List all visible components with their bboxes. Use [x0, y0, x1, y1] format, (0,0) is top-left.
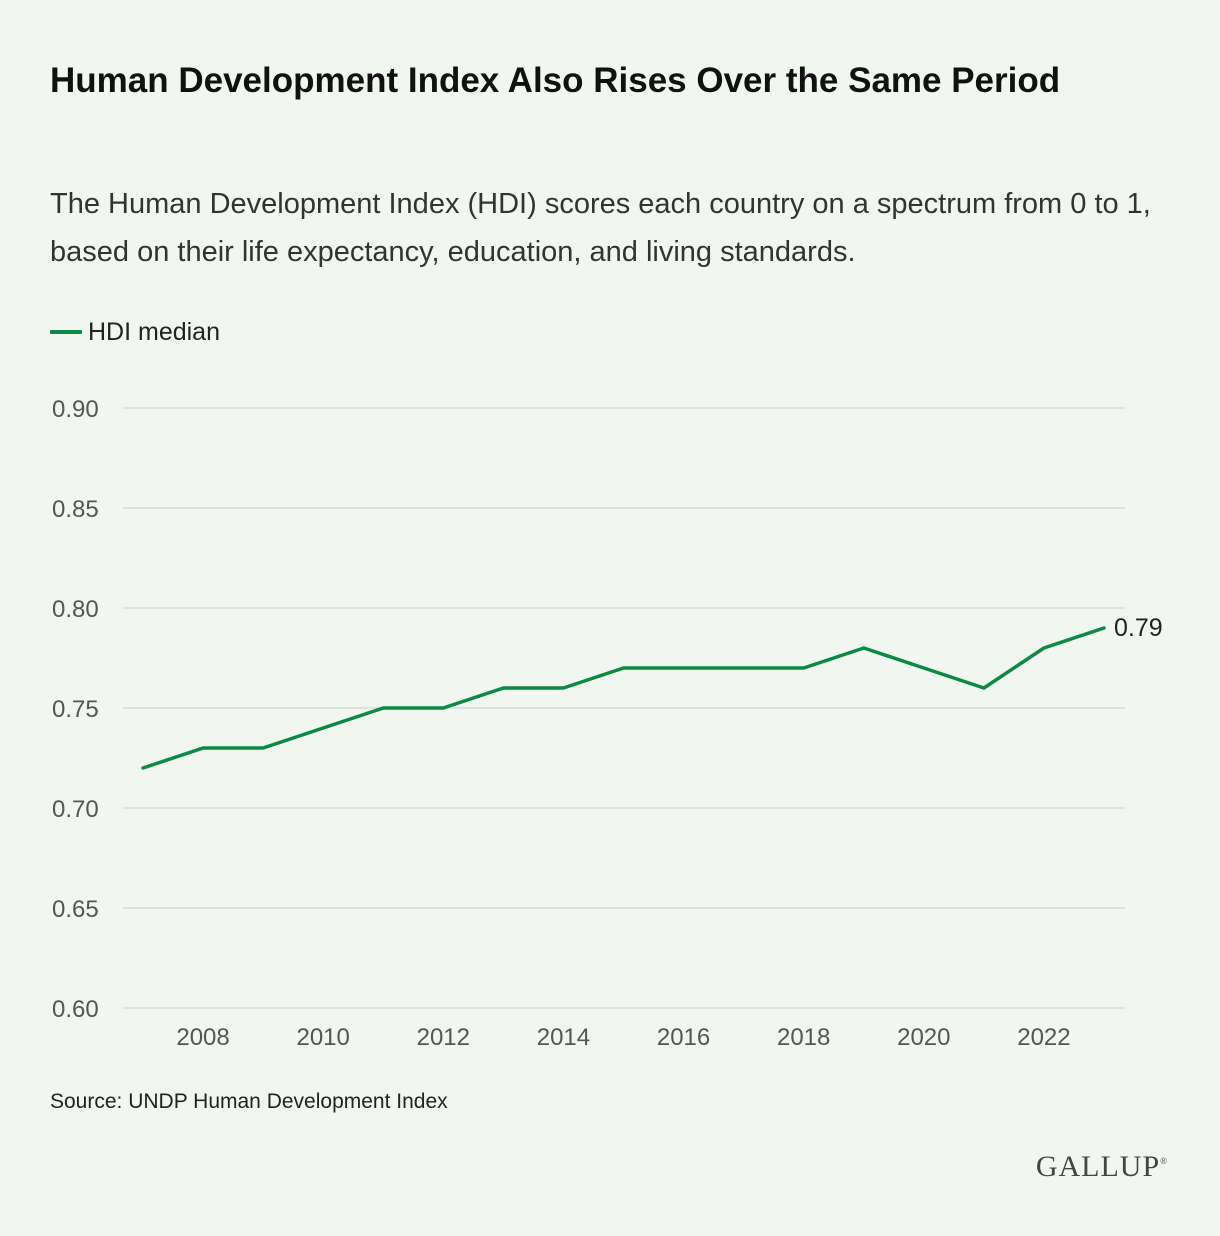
x-tick-label: 2010 [296, 1024, 349, 1051]
data-point [201, 746, 205, 750]
y-tick-label: 0.80 [52, 596, 99, 623]
legend-swatch-hdi-median [50, 330, 82, 334]
logo-text: GALLUP [1035, 1150, 1161, 1183]
source-note: Source: UNDP Human Development Index [50, 1090, 448, 1113]
y-tick-label: 0.65 [52, 896, 99, 923]
data-point [261, 746, 265, 750]
data-point [321, 726, 325, 730]
line-chart: 0.60 0.65 0.70 0.75 0.80 0.85 0.90 2008 2010 2012… [52, 396, 1163, 1051]
data-point [561, 686, 565, 690]
chart-title: Human Development Index Also Rises Over … [50, 61, 1061, 100]
y-tick-label: 0.60 [52, 996, 99, 1023]
x-tick-label: 2008 [176, 1024, 229, 1051]
x-tick-label: 2012 [417, 1024, 470, 1051]
registered-mark: ® [1160, 1156, 1168, 1166]
data-point [141, 766, 145, 770]
data-point [982, 686, 986, 690]
chart-subtitle: The Human Development Index (HDI) scores… [50, 188, 1151, 268]
end-value-label: 0.79 [1114, 614, 1163, 642]
data-point [862, 646, 866, 650]
legend-label-hdi-median: HDI median [88, 317, 220, 346]
data-point [622, 666, 626, 670]
data-point [1042, 646, 1046, 650]
x-tick-label: 2022 [1017, 1024, 1070, 1051]
y-tick-label: 0.85 [52, 496, 99, 523]
data-point [802, 666, 806, 670]
y-tick-label: 0.90 [52, 396, 99, 423]
x-tick-label: 2020 [897, 1024, 950, 1051]
data-point [742, 666, 746, 670]
data-point [441, 706, 445, 710]
gallup-logo: GALLUP® [1036, 1150, 1168, 1184]
data-point [1102, 626, 1106, 630]
x-tick-label: 2016 [657, 1024, 710, 1051]
legend: HDI median [50, 314, 220, 350]
y-tick-label: 0.75 [52, 696, 99, 723]
data-point [501, 686, 505, 690]
x-tick-label: 2018 [777, 1024, 830, 1051]
data-point [922, 666, 926, 670]
data-point [381, 706, 385, 710]
x-tick-label: 2014 [537, 1024, 590, 1051]
y-tick-label: 0.70 [52, 796, 99, 823]
series-line-hdi-median [141, 626, 1106, 770]
data-point [682, 666, 686, 670]
